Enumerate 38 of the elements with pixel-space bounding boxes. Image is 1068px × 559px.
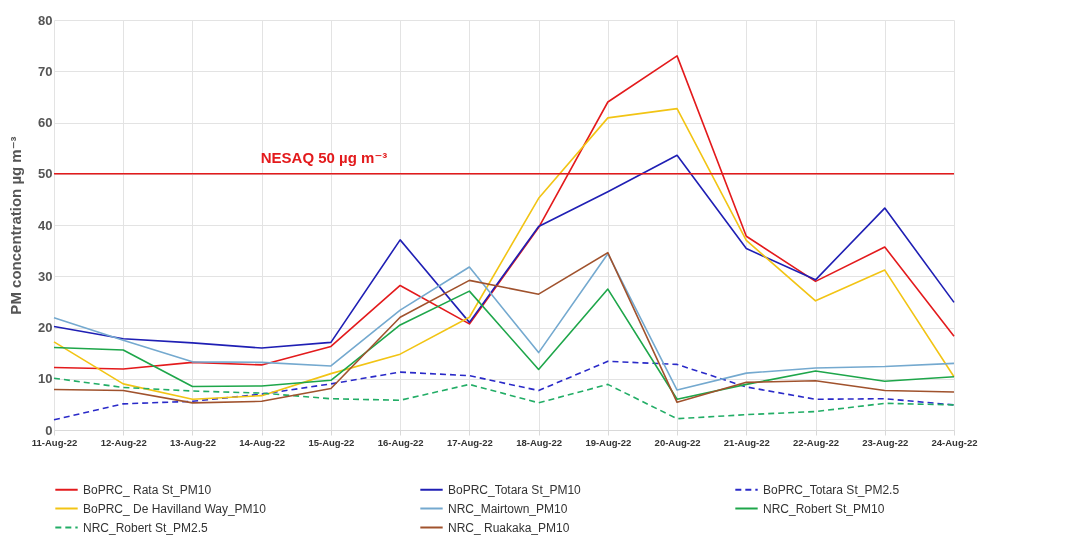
line-series xyxy=(53,377,955,420)
x-tick-label: 14-Aug-22 xyxy=(239,436,286,448)
ref-line-label: NESAQ 50 µg m⁻³ xyxy=(260,148,388,166)
legend-label: BoPRC_ Rata St_PM10 xyxy=(83,482,212,497)
y-axis-title: PM concentration µg m⁻³ xyxy=(7,136,25,315)
y-tick-label: 0 xyxy=(45,422,53,438)
x-tick-label: 19-Aug-22 xyxy=(585,436,632,448)
legend-label: NRC_Mairtown_PM10 xyxy=(448,501,568,516)
legend-label: BoPRC_Totara St_PM2.5 xyxy=(763,482,900,497)
x-tick-label: 17-Aug-22 xyxy=(446,436,493,448)
y-tick-label: 70 xyxy=(38,63,53,79)
line-series xyxy=(53,154,955,349)
x-tick-label: 20-Aug-22 xyxy=(654,436,701,448)
line-series xyxy=(53,55,955,370)
x-tick-label: 23-Aug-22 xyxy=(862,436,909,448)
x-tick-label: 18-Aug-22 xyxy=(516,436,563,448)
x-tick-label: 21-Aug-22 xyxy=(723,436,770,448)
line-series xyxy=(53,107,955,401)
y-tick-label: 10 xyxy=(38,371,53,387)
legend-label: NRC_Robert St_PM2.5 xyxy=(83,520,209,535)
y-tick-label: 30 xyxy=(38,268,53,284)
x-tick-label: 11-Aug-22 xyxy=(31,436,78,448)
x-tick-label: 15-Aug-22 xyxy=(308,436,355,448)
y-tick-label: 60 xyxy=(38,115,53,130)
legend-label: BoPRC_Totara St_PM10 xyxy=(448,482,582,497)
x-tick-label: 16-Aug-22 xyxy=(377,436,424,448)
y-tick-label: 40 xyxy=(38,217,53,233)
y-tick-label: 80 xyxy=(38,12,53,28)
legend-label: NRC_Robert St_PM10 xyxy=(763,501,885,516)
y-tick-label: 50 xyxy=(38,166,53,182)
x-tick-label: 24-Aug-22 xyxy=(931,436,978,448)
x-tick-label: 22-Aug-22 xyxy=(793,436,840,448)
legend-label: BoPRC_ De Havilland Way_PM10 xyxy=(83,501,267,516)
x-tick-label: 12-Aug-22 xyxy=(100,436,147,448)
line-series xyxy=(53,288,955,401)
legend-label: NRC_ Ruakaka_PM10 xyxy=(448,520,570,535)
y-tick-label: 20 xyxy=(38,320,53,335)
x-tick-label: 13-Aug-22 xyxy=(169,436,216,448)
